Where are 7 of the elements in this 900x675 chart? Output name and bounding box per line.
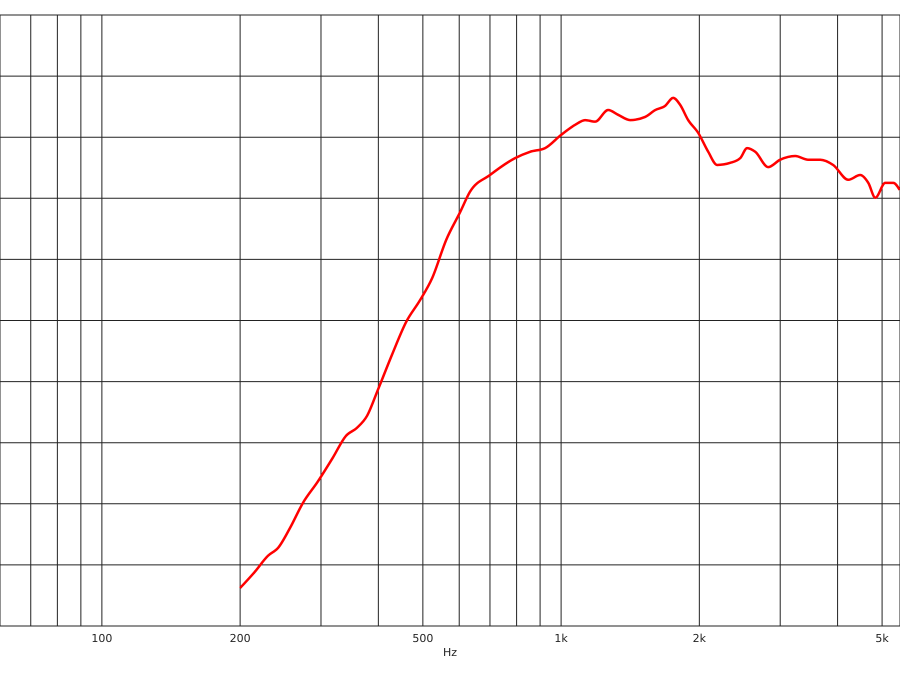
x-tick-label: 1k	[554, 632, 568, 645]
x-tick-label: 200	[230, 632, 251, 645]
x-axis-title: Hz	[442, 646, 458, 659]
x-tick-label: 2k	[692, 632, 707, 645]
x-tick-label: 500	[412, 632, 434, 645]
x-tick-label: 5k	[875, 632, 890, 645]
x-tick-label: 100	[91, 632, 112, 645]
